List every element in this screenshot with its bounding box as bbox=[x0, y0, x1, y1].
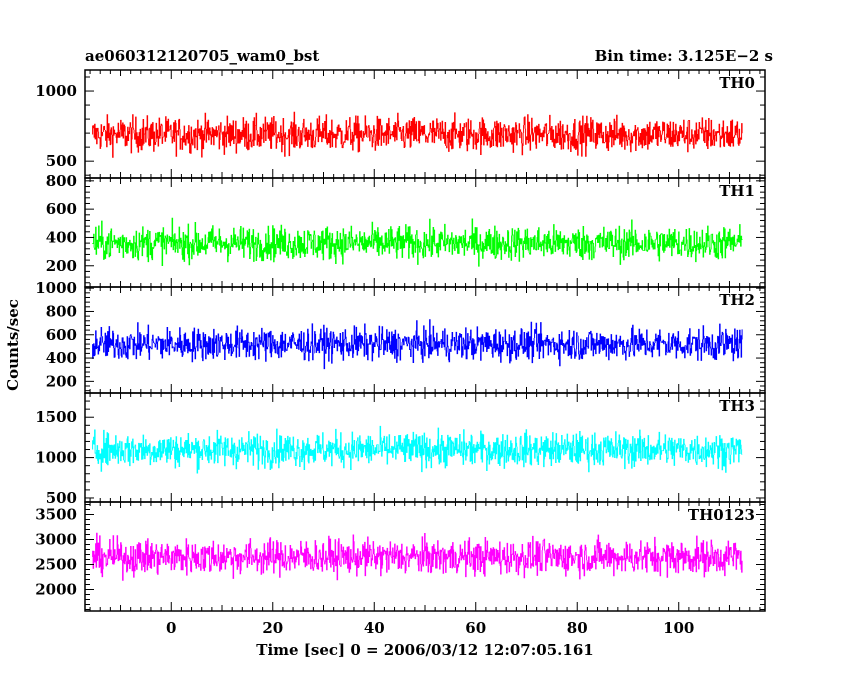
series-th2-trace bbox=[92, 319, 743, 370]
xtick-label: 0 bbox=[166, 619, 176, 637]
xtick-label: 80 bbox=[567, 619, 588, 637]
series-th0123-trace bbox=[92, 532, 743, 581]
series-th1-trace bbox=[92, 217, 743, 267]
ytick-label: 600 bbox=[46, 200, 77, 218]
ytick-label: 800 bbox=[46, 302, 77, 320]
xtick-label: 20 bbox=[262, 619, 283, 637]
ytick-label: 400 bbox=[46, 349, 77, 367]
series-th0-trace bbox=[92, 111, 743, 158]
ytick-label: 500 bbox=[46, 489, 77, 507]
ytick-label: 600 bbox=[46, 326, 77, 344]
ytick-label: 2500 bbox=[35, 556, 77, 574]
ytick-label: 1000 bbox=[35, 279, 77, 297]
ytick-label: 800 bbox=[46, 172, 77, 190]
ytick-label: 3500 bbox=[35, 506, 77, 524]
panel-label-th0123: TH0123 bbox=[688, 506, 755, 524]
ytick-label: 200 bbox=[46, 257, 77, 275]
ytick-label: 1000 bbox=[35, 449, 77, 467]
series-th3-trace bbox=[92, 425, 743, 474]
ytick-label: 2000 bbox=[35, 581, 77, 599]
ytick-label: 400 bbox=[46, 228, 77, 246]
figure-title: ae060312120705_wam0_bst bbox=[85, 47, 319, 65]
bin-time-label: Bin time: 3.125E−2 s bbox=[595, 47, 773, 65]
panel-label-th2: TH2 bbox=[719, 291, 755, 309]
ytick-label: 1500 bbox=[35, 408, 77, 426]
ytick-label: 1000 bbox=[35, 82, 77, 100]
panel-label-th0: TH0 bbox=[719, 74, 755, 92]
ytick-label: 3000 bbox=[35, 531, 77, 549]
panel-label-th3: TH3 bbox=[719, 397, 755, 415]
panel-label-th1: TH1 bbox=[719, 182, 755, 200]
ytick-label: 200 bbox=[46, 372, 77, 390]
xtick-label: 40 bbox=[364, 619, 385, 637]
ytick-label: 500 bbox=[46, 152, 77, 170]
xtick-label: 100 bbox=[663, 619, 694, 637]
xtick-label: 60 bbox=[465, 619, 486, 637]
y-axis-label: Counts/sec bbox=[4, 299, 22, 391]
x-axis-label: Time [sec] 0 = 2006/03/12 12:07:05.161 bbox=[256, 641, 593, 659]
